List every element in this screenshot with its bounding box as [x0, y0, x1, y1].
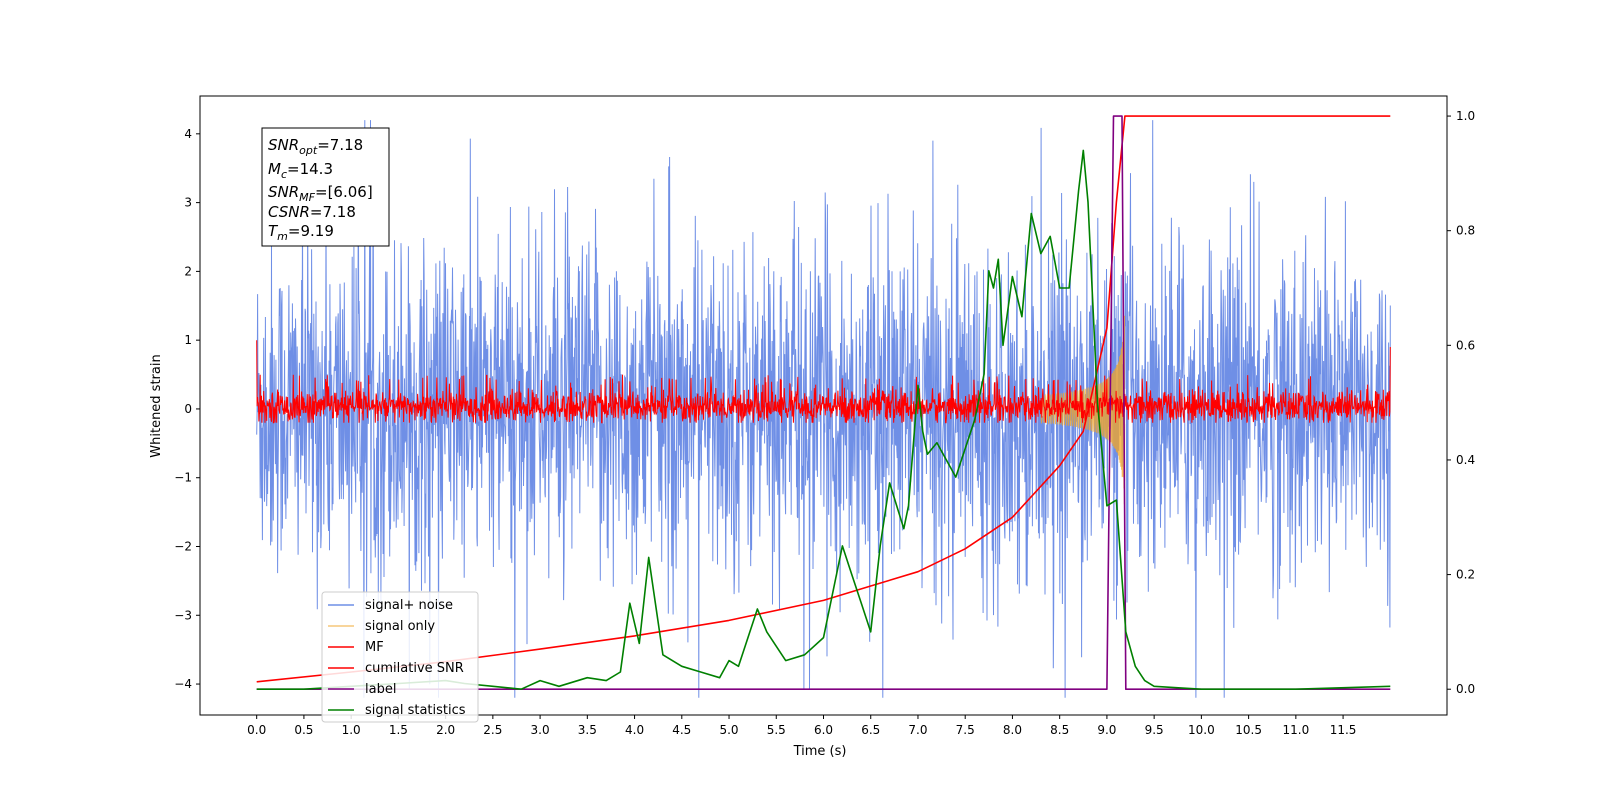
- x-tick-label: 2.0: [436, 723, 455, 737]
- legend-label: MF: [365, 640, 384, 655]
- cumilative-snr-line: [256, 115, 1391, 683]
- y-tick-label: 3: [184, 196, 192, 210]
- y-axis-ticks: 4 3 2 1 0 −1 −2 −3 −4: [174, 127, 200, 691]
- legend: signal+ noise signal only MF cumilative SNR…: [321, 591, 479, 723]
- mf-line: [256, 340, 1391, 424]
- x-tick-label: 9.0: [1097, 723, 1116, 737]
- annotation-snr-mf: SNRMF=[6.06]: [268, 183, 373, 204]
- legend-frame: [321, 591, 479, 723]
- y-tick-label: 0: [184, 402, 192, 416]
- y-tick-label: 1: [184, 333, 192, 347]
- annotation-tm: Tm=9.19: [268, 222, 334, 243]
- x-tick-label: 5.0: [719, 723, 738, 737]
- signal-statistics-line: [256, 149, 1391, 690]
- x-tick-label: 8.5: [1050, 723, 1069, 737]
- mf-series: [256, 340, 1391, 424]
- annotation-frame: [261, 127, 390, 247]
- x-tick-label: 3.5: [578, 723, 597, 737]
- y-tick-label: 2: [184, 264, 192, 278]
- x-tick-label: 9.5: [1145, 723, 1164, 737]
- legend-label: signal+ noise: [365, 598, 453, 613]
- y2-tick-label: 0.8: [1456, 224, 1475, 238]
- x-tick-label: 0.0: [247, 723, 266, 737]
- x-tick-label: 6.0: [814, 723, 833, 737]
- annotation-mc: Mc=14.3: [268, 160, 333, 181]
- x-tick-label: 8.0: [1003, 723, 1022, 737]
- x-tick-label: 7.0: [908, 723, 927, 737]
- x-tick-label: 10.5: [1235, 723, 1262, 737]
- annotation-snr-opt: SNRopt=7.18: [268, 136, 363, 157]
- y2-tick-label: 0.0: [1456, 682, 1475, 696]
- y-tick-label: −1: [174, 471, 192, 485]
- x-tick-label: 11.0: [1282, 723, 1309, 737]
- x-tick-label: 7.5: [956, 723, 975, 737]
- y2-tick-label: 0.6: [1456, 338, 1475, 352]
- right-axis-series: [256, 115, 1391, 690]
- x-axis-ticks: 0.0 0.5 1.0 1.5 2.0 2.5 3.0 3.5 4.0 4.5 5.0 5.5 6.0 6…: [247, 715, 1356, 737]
- legend-label: cumilative SNR: [365, 661, 464, 676]
- legend-label: label: [365, 682, 396, 697]
- y2-axis-ticks: 1.0 0.8 0.6 0.4 0.2 0.0: [1447, 109, 1475, 696]
- y2-tick-label: 1.0: [1456, 109, 1475, 123]
- x-tick-label: 5.5: [767, 723, 786, 737]
- signal-noise-line: [256, 120, 1391, 698]
- x-tick-label: 10.0: [1188, 723, 1215, 737]
- y-tick-label: 4: [184, 127, 192, 141]
- y-tick-label: −3: [174, 608, 192, 622]
- y-tick-label: −4: [174, 677, 192, 691]
- y2-tick-label: 0.2: [1456, 568, 1475, 582]
- legend-label: signal only: [365, 619, 435, 634]
- x-tick-label: 6.5: [861, 723, 880, 737]
- x-tick-label: 1.0: [342, 723, 361, 737]
- label-line: [256, 115, 1391, 690]
- signal-noise-series: [256, 120, 1391, 698]
- x-tick-label: 4.0: [625, 723, 644, 737]
- x-tick-label: 1.5: [389, 723, 408, 737]
- annotation-box: SNRopt=7.18 Mc=14.3 SNRMF=[6.06] CSNR=7.…: [261, 127, 390, 247]
- y-axis-label: Whitened strain: [149, 354, 164, 457]
- legend-label: signal statistics: [365, 703, 466, 718]
- x-tick-label: 4.5: [672, 723, 691, 737]
- x-tick-label: 11.5: [1330, 723, 1357, 737]
- x-tick-label: 0.5: [294, 723, 313, 737]
- annotation-csnr: CSNR=7.18: [268, 203, 356, 221]
- x-tick-label: 3.0: [531, 723, 550, 737]
- x-tick-label: 2.5: [483, 723, 502, 737]
- y2-tick-label: 0.4: [1456, 453, 1475, 467]
- x-axis-label: Time (s): [793, 744, 847, 759]
- y-tick-label: −2: [174, 539, 192, 553]
